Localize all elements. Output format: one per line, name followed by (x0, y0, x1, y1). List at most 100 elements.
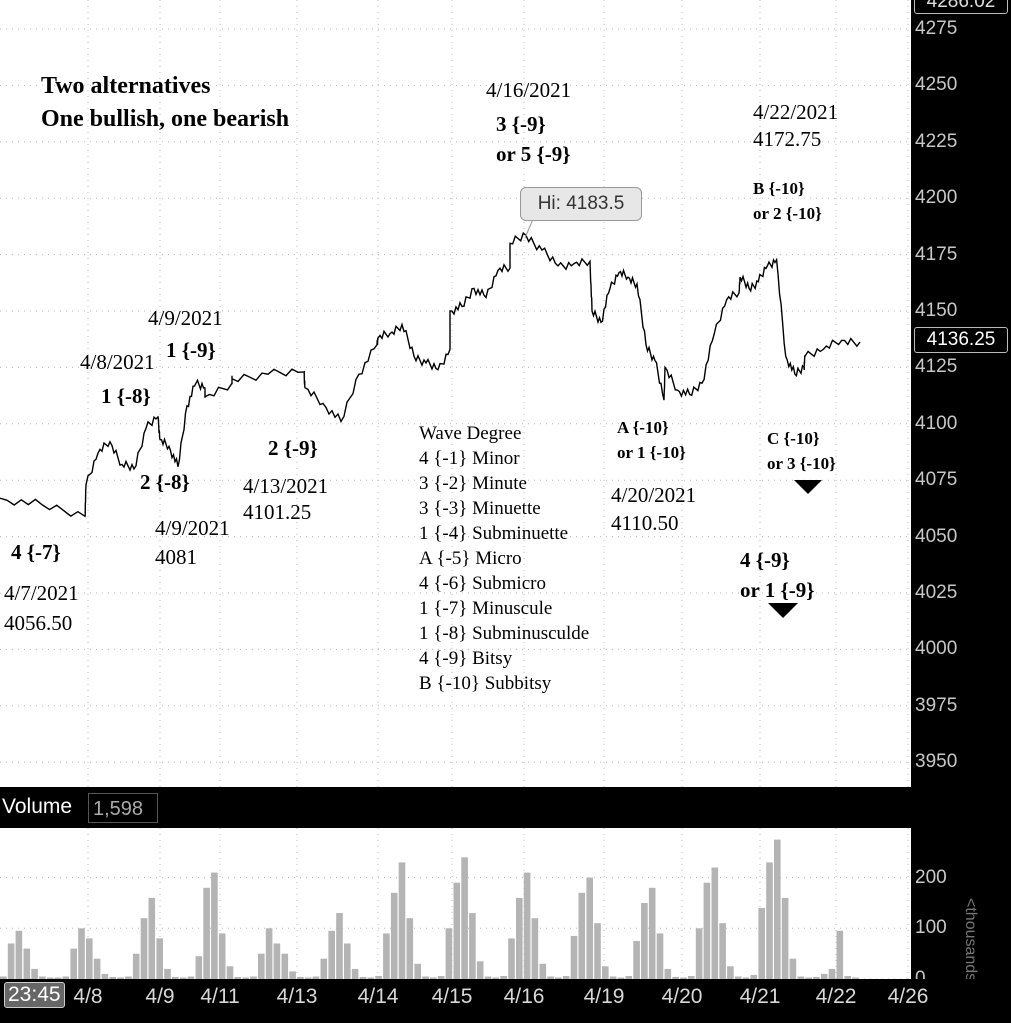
volume-bar (680, 977, 687, 979)
volume-bar (805, 977, 812, 979)
volume-bar (570, 935, 578, 979)
volume-bar (179, 977, 187, 979)
volume-bar (101, 973, 109, 979)
volume-bar (695, 928, 703, 979)
price-chart-panel[interactable]: Two alternatives One bullish, one bearis… (0, 0, 911, 787)
volume-tick-label: 200 (915, 866, 947, 888)
volume-bar (531, 918, 539, 979)
volume-bar (594, 923, 601, 979)
date-tick-label: 4/13 (276, 985, 318, 1008)
volume-bar (476, 961, 484, 979)
title-line-2: One bullish, one bearish (41, 106, 290, 132)
volume-bar (273, 943, 281, 979)
volume-bar (109, 977, 117, 979)
price-scale[interactable]: 4275 4250 4225 4200 4175 4150 4125 4100 4075 4050… (911, 0, 1011, 787)
volume-bar (523, 872, 531, 979)
label-date-4-13: 4/13/2021 (243, 474, 329, 498)
price-tick-label: 4100 (915, 412, 958, 434)
wave-degree-row: 4 {-1} Minor (419, 448, 520, 469)
price-tick-label: 4075 (915, 469, 958, 491)
label-date-4-22: 4/22/2021 (753, 100, 839, 124)
volume-bar (140, 918, 148, 979)
label-wave-4-9: 4 {-9} (740, 548, 790, 572)
volume-bar (258, 953, 265, 979)
volume-bar (437, 976, 445, 979)
volume-bar (539, 963, 547, 979)
volume-bar (742, 977, 750, 979)
volume-bar (852, 977, 859, 979)
price-series-line (0, 231, 861, 518)
volume-header: Volume 1,598 (0, 793, 911, 825)
date-tick-label: 4/16 (503, 985, 545, 1008)
wave-degree-row: 3 {-3} Minuette (419, 498, 541, 519)
label-price-4-7: 4056.50 (4, 611, 73, 635)
date-tick-label: 4/26 (887, 985, 929, 1008)
volume-bar (766, 862, 773, 979)
date-tick-label: 4/15 (431, 985, 473, 1008)
wave-degree-row: 1 {-8} Subminusculde (419, 623, 590, 644)
volume-bar (430, 977, 437, 979)
price-tick-label: 4200 (915, 187, 958, 209)
label-date-4-9-low: 4/9/2021 (155, 516, 230, 540)
volume-bar (328, 930, 335, 979)
volume-bar (836, 930, 844, 979)
volume-bar (265, 928, 273, 979)
volume-bar (39, 976, 46, 979)
time-axis[interactable]: 23:45 4/8 4/9 4/11 4/13 4/14 4/15 4/16 4/19 4/20… (0, 979, 1011, 1023)
label-wave-2-9: 2 {-9} (268, 436, 318, 460)
volume-chart-panel[interactable] (0, 828, 911, 979)
volume-bar (383, 933, 390, 979)
volume-bar (390, 892, 398, 979)
volume-bar (70, 948, 77, 979)
volume-bar (492, 977, 500, 979)
volume-scale[interactable]: <thousands> 200 100 0 (911, 828, 1011, 991)
wave-degree-row: B {-10} Subbitsy (419, 673, 552, 694)
volume-bar (609, 976, 617, 979)
time-label: 23:45 (4, 982, 65, 1008)
down-triangle-marker (794, 480, 822, 494)
label-wave-or1-9: or 1 {-9} (740, 578, 815, 602)
wave-degree-row: 4 {-6} Submicro (419, 573, 546, 594)
volume-bar (117, 977, 124, 979)
volume-bar (672, 977, 679, 979)
wave-degree-row: 3 {-2} Minute (419, 473, 527, 494)
volume-bar (453, 882, 461, 979)
volume-bar (641, 903, 648, 979)
volume-bar (46, 977, 54, 979)
volume-bar (516, 897, 523, 979)
volume-bar (578, 892, 586, 979)
volume-bar (312, 976, 320, 979)
volume-bar (250, 976, 257, 979)
volume-bar (445, 928, 453, 979)
volume-bar (242, 977, 249, 979)
date-tick-label: 4/22 (815, 985, 857, 1008)
volume-bar (781, 897, 789, 979)
volume-bar (703, 882, 711, 979)
volume-bar (344, 943, 351, 979)
volume-bar (15, 930, 23, 979)
label-wave-A-10: A {-10} (617, 418, 669, 437)
price-tick-label: 3950 (915, 751, 958, 773)
label-wave-4-7: 4 {-7} (11, 540, 61, 564)
volume-bar (648, 887, 656, 979)
volume-bar (797, 976, 805, 979)
price-tick-label: 4025 (915, 582, 958, 603)
wave-degree-row: 4 {-9} Bitsy (419, 648, 513, 669)
volume-bar (125, 976, 132, 979)
label-wave-1-8: 1 {-8} (101, 384, 151, 408)
price-tick-label: 4175 (915, 243, 958, 265)
price-tick-label: 3975 (915, 694, 958, 716)
volume-bar (218, 933, 226, 979)
volume-bar (31, 968, 38, 979)
label-date-4-20: 4/20/2021 (611, 483, 697, 507)
volume-bar (203, 887, 210, 979)
volume-tick-label: 0 (915, 968, 926, 990)
volume-bar (414, 963, 421, 979)
volume-bar (758, 908, 765, 979)
volume-units-label: <thousands> (962, 898, 979, 991)
volume-bar (508, 938, 515, 979)
volume-bar (617, 977, 625, 979)
volume-bar (289, 971, 296, 979)
volume-bar (281, 953, 289, 979)
volume-bar (820, 973, 828, 979)
